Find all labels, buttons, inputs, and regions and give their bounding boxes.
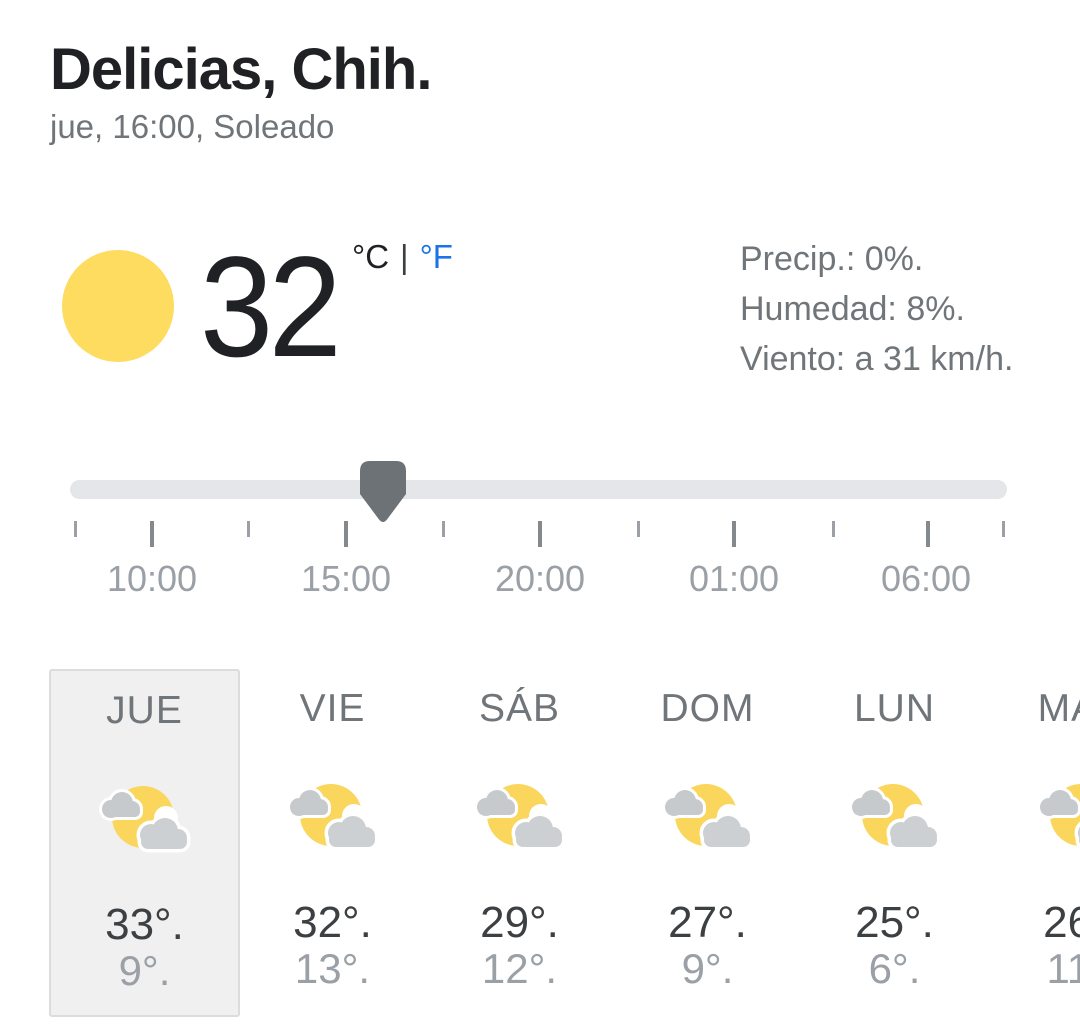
time-label: 15:00: [300, 558, 392, 599]
time-label: 06:00: [880, 558, 972, 599]
day-low-temp: 9°.: [118, 947, 171, 994]
forecast-day-dom[interactable]: DOM 27°. 9°.: [612, 669, 803, 1017]
time-slider-track[interactable]: [70, 480, 1007, 499]
forecast-day-vie[interactable]: VIE 32°. 13°.: [237, 669, 428, 1017]
current-time-condition: jue, 16:00, Soleado: [50, 108, 335, 145]
precipitation-stat: Precip.: 0%.: [740, 240, 924, 278]
day-label: DOM: [660, 687, 755, 730]
day-high-temp: 26°.: [1043, 898, 1080, 947]
current-temperature: 32: [200, 228, 342, 387]
day-low-temp: 13°.: [294, 945, 371, 992]
slider-tick: [344, 521, 348, 547]
day-label: JUE: [106, 689, 183, 732]
weather-stats: Precip.: 0%. Humedad: 8%. Viento: a 31 k…: [740, 234, 1013, 384]
day-high-temp: 33°.: [105, 900, 184, 949]
day-label: LUN: [853, 687, 936, 730]
forecast-day-jue[interactable]: JUE 33°. 9°.: [49, 669, 240, 1017]
forecast-day-mar[interactable]: MAR 26°. 11°.: [987, 669, 1080, 1017]
humidity-stat: Humedad: 8%.: [740, 290, 965, 328]
time-label: 20:00: [494, 558, 586, 599]
slider-tick: [832, 521, 835, 537]
time-label: 01:00: [688, 558, 780, 599]
day-low-temp: 12°.: [481, 945, 558, 992]
day-label: SÁB: [478, 687, 561, 730]
time-slider-handle[interactable]: [360, 461, 406, 527]
unit-fahrenheit-link[interactable]: °F: [419, 238, 453, 275]
wind-stat: Viento: a 31 km/h.: [740, 340, 1014, 378]
partly-cloudy-icon: [1036, 784, 1080, 849]
forecast-day-lun[interactable]: LUN 25°. 6°.: [799, 669, 990, 1017]
slider-tick: [1002, 521, 1005, 537]
day-high-temp: 29°.: [480, 898, 559, 947]
slider-tick: [926, 521, 930, 547]
unit-separator: |: [400, 238, 409, 275]
slider-tick: [150, 521, 154, 547]
sunny-icon: [62, 250, 174, 362]
slider-handle-icon: [360, 461, 406, 522]
slider-tick: [442, 521, 445, 537]
slider-tick: [637, 521, 640, 537]
partly-cloudy-icon: [286, 784, 378, 851]
time-label: 10:00: [106, 558, 198, 599]
partly-cloudy-icon: [848, 784, 940, 851]
partly-cloudy-icon: [661, 784, 753, 851]
page-title: Delicias, Chih.: [50, 37, 432, 102]
forecast-day-sab[interactable]: SÁB 29°. 12°.: [424, 669, 615, 1017]
day-low-temp: 6°.: [868, 945, 921, 992]
day-label: VIE: [299, 687, 366, 730]
slider-tick: [247, 521, 250, 537]
slider-tick: [74, 521, 77, 537]
slider-tick: [732, 521, 736, 547]
unit-toggle: °C | °F: [352, 238, 453, 276]
day-label: MAR: [1037, 687, 1080, 730]
slider-tick: [538, 521, 542, 547]
unit-celsius: °C: [352, 238, 390, 275]
day-low-temp: 9°.: [681, 945, 734, 992]
day-low-temp: 11°.: [1046, 945, 1080, 992]
partly-cloudy-icon: [473, 784, 565, 851]
day-high-temp: 32°.: [293, 898, 372, 947]
partly-cloudy-icon: [98, 786, 190, 853]
day-high-temp: 27°.: [668, 898, 747, 947]
day-high-temp: 25°.: [855, 898, 934, 947]
